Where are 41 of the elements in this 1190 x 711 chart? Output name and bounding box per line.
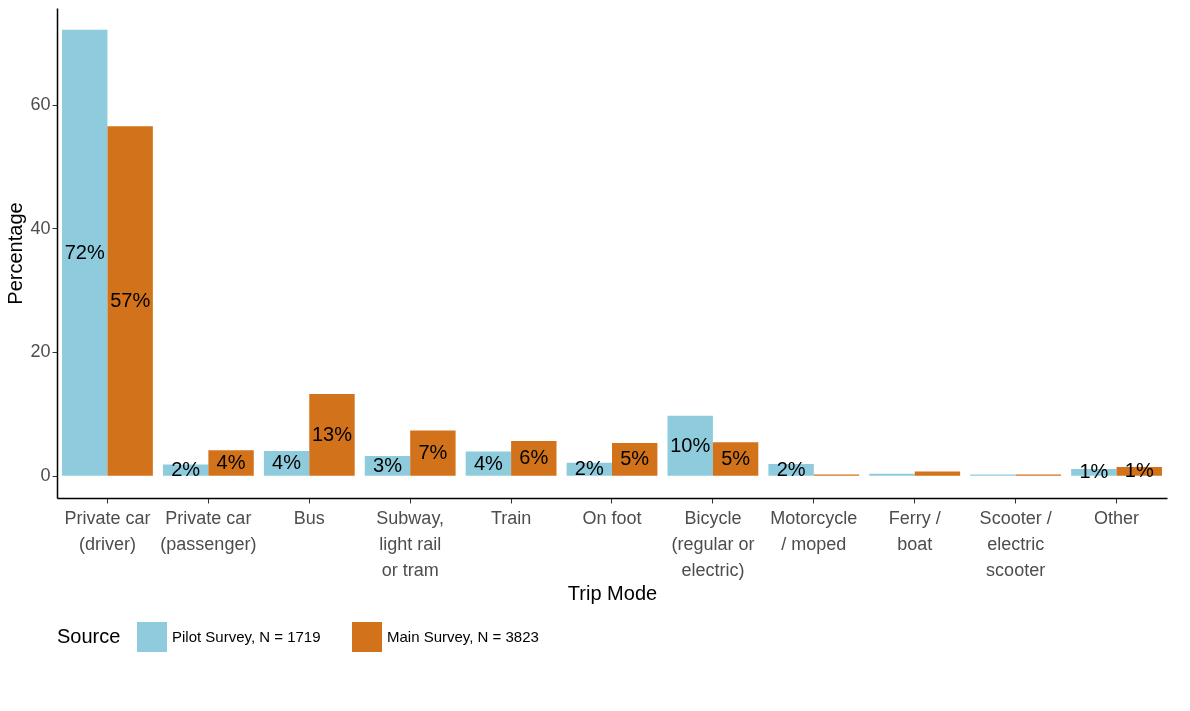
data-label: 3% xyxy=(373,453,403,476)
x-axis-title: Trip Mode xyxy=(567,581,658,604)
x-tick-label: Bicycle (regular or electric) xyxy=(671,507,755,580)
legend-label: Main Survey, N = 3823 xyxy=(387,628,539,645)
data-label: 72% xyxy=(64,240,105,263)
data-label: 5% xyxy=(620,447,650,470)
data-label: 4% xyxy=(473,451,504,474)
bar xyxy=(309,394,355,476)
x-tick-label: Bus xyxy=(293,507,325,528)
data-label: 6% xyxy=(519,446,549,469)
bar xyxy=(914,471,961,476)
bar xyxy=(410,430,456,476)
data-label: 2% xyxy=(574,457,604,480)
y-tick-label: 60 xyxy=(30,94,51,115)
data-label: 7% xyxy=(418,441,448,464)
data-label: 13% xyxy=(311,422,353,445)
data-label: 57% xyxy=(110,288,151,311)
data-label: 2% xyxy=(171,458,201,481)
bar xyxy=(107,126,153,476)
y-tick-label: 40 xyxy=(30,217,51,238)
x-tick-label: Subway, light rail or tram xyxy=(376,507,445,580)
data-label: 10% xyxy=(670,433,711,456)
x-tick-label: Scooter / electric scooter xyxy=(979,507,1052,580)
x-tick-label: Motorcycle / moped xyxy=(770,507,858,554)
y-tick-label: 20 xyxy=(30,341,51,362)
bar xyxy=(62,29,108,476)
legend-label: Pilot Survey, N = 1719 xyxy=(172,628,321,645)
x-tick-label: Train xyxy=(490,507,532,528)
data-label: 4% xyxy=(272,451,302,474)
x-tick-label: Other xyxy=(1094,507,1140,528)
data-label: 2% xyxy=(776,457,806,480)
y-tick-label: 0 xyxy=(40,465,51,486)
data-label: 4% xyxy=(216,451,246,474)
data-label: 5% xyxy=(721,447,751,470)
x-tick-label: Ferry / boat xyxy=(888,507,941,554)
x-tick-label: Private car (driver) xyxy=(64,507,151,554)
legend-title: Source xyxy=(57,625,121,647)
x-tick-label: Private car (passenger) xyxy=(160,507,257,554)
y-axis-title: Percentage xyxy=(4,202,27,305)
data-label: 1% xyxy=(1079,460,1109,483)
x-tick-label: On foot xyxy=(582,507,642,528)
